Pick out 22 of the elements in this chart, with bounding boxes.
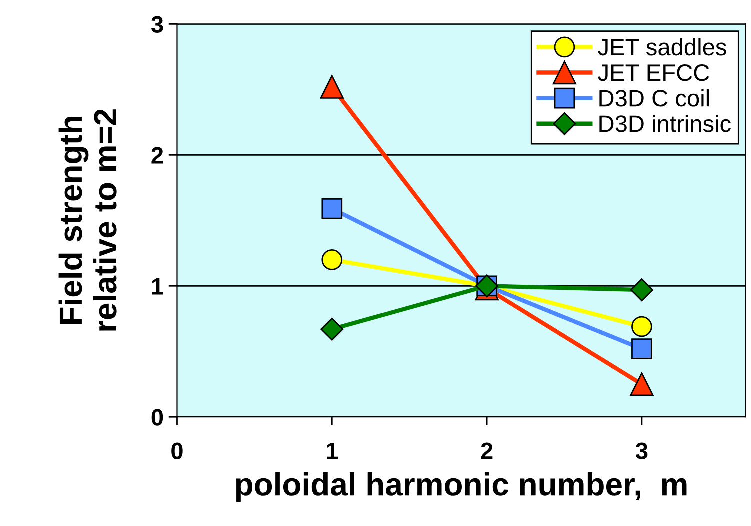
legend-label: JET saddles	[598, 38, 726, 56]
y-tick-label: 2	[152, 147, 164, 164]
legend-label: D3D intrinsic	[600, 115, 731, 132]
y-tick-label: 0	[152, 409, 164, 426]
y-tick-label: 1	[152, 278, 164, 295]
y-axis-title: Field strength relative to m=2	[58, 110, 117, 331]
point	[322, 198, 343, 220]
x-tick-label: 3	[636, 442, 648, 460]
y-tick-label: 3	[151, 16, 164, 34]
x-tick-label: 1	[327, 442, 338, 460]
point	[630, 278, 654, 302]
x-tick-label: 2	[481, 442, 493, 460]
legend-label: JET EFCC	[598, 64, 710, 82]
point	[320, 75, 344, 99]
x-axis-title: poloidal harmonic number, m	[236, 472, 687, 502]
x-tick-label: 0	[172, 442, 183, 460]
point	[632, 316, 652, 338]
legend-label: D3D C coil	[600, 89, 710, 107]
point	[632, 338, 652, 360]
point	[322, 250, 343, 270]
point	[320, 318, 344, 341]
point	[630, 372, 654, 396]
